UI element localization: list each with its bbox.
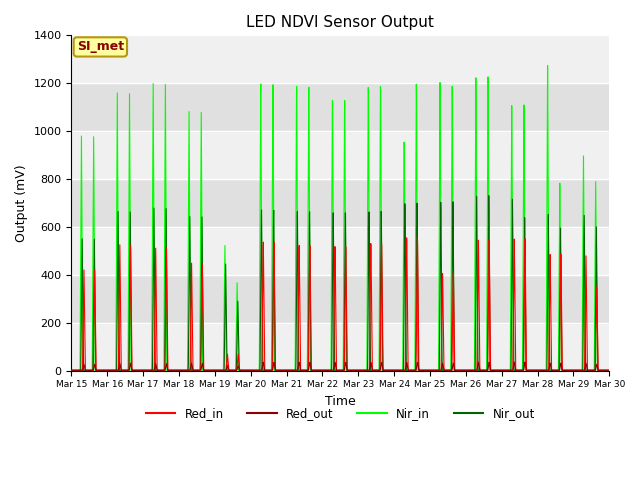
Bar <box>72 227 609 275</box>
Bar <box>72 83 609 131</box>
Legend: Red_in, Red_out, Nir_in, Nir_out: Red_in, Red_out, Nir_in, Nir_out <box>141 403 540 425</box>
Bar <box>72 131 609 179</box>
Bar <box>72 179 609 227</box>
Title: LED NDVI Sensor Output: LED NDVI Sensor Output <box>246 15 435 30</box>
Y-axis label: Output (mV): Output (mV) <box>15 164 28 242</box>
Bar <box>72 323 609 371</box>
Bar <box>72 36 609 83</box>
X-axis label: Time: Time <box>325 395 356 408</box>
Bar <box>72 275 609 323</box>
Text: SI_met: SI_met <box>77 40 124 53</box>
